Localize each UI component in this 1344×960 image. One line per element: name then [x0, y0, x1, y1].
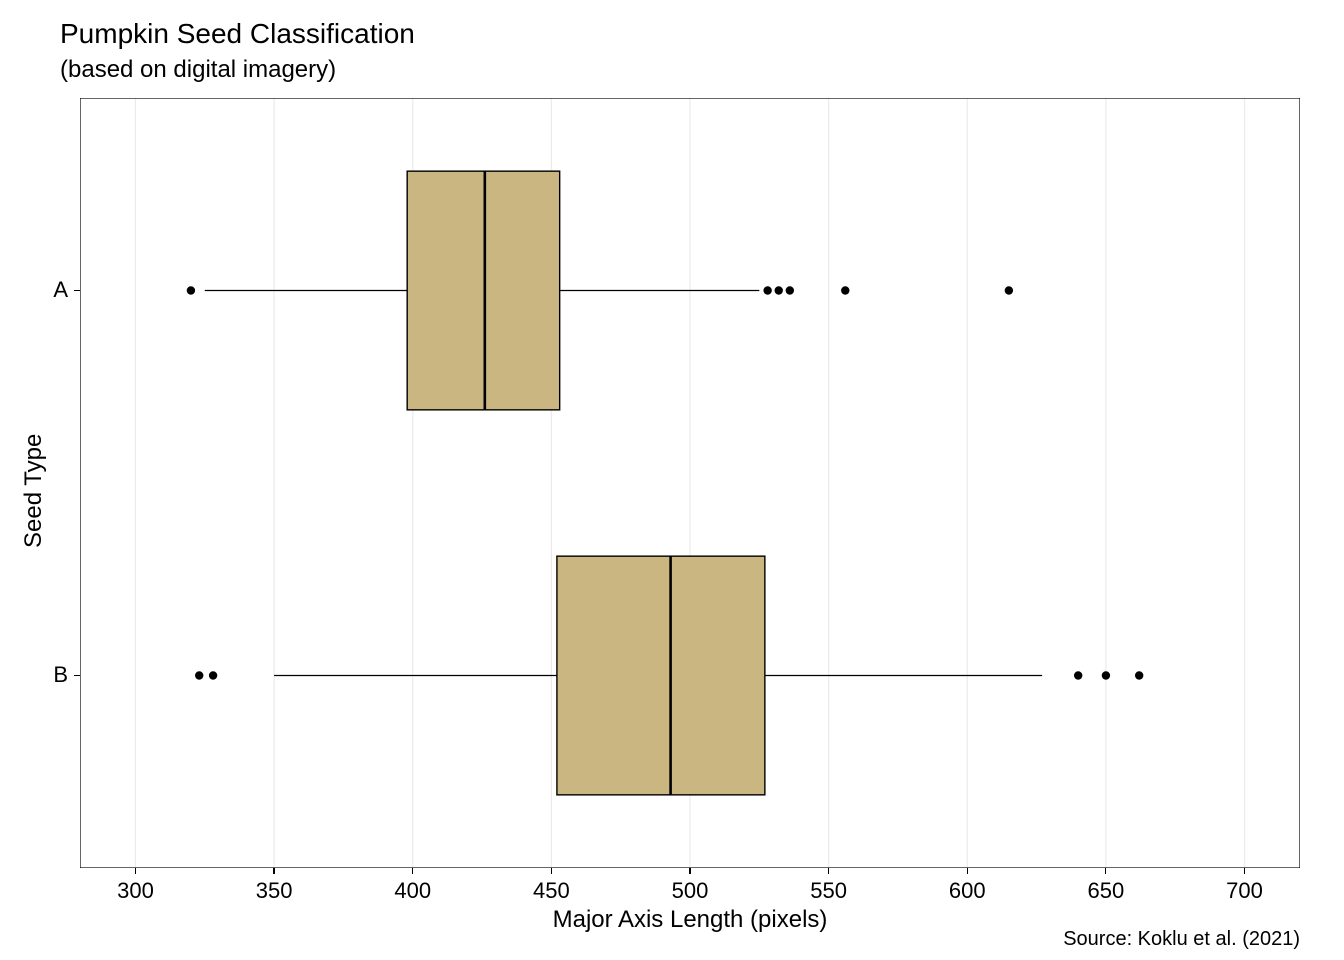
x-tick	[967, 868, 968, 874]
x-tick-label: 350	[249, 878, 299, 904]
box	[407, 171, 560, 410]
y-tick-label: A	[53, 277, 68, 303]
x-tick	[412, 868, 413, 874]
x-tick-label: 300	[110, 878, 160, 904]
x-tick-label: 700	[1220, 878, 1270, 904]
plot-svg	[80, 98, 1300, 868]
x-tick-label: 500	[665, 878, 715, 904]
x-tick-label: 450	[526, 878, 576, 904]
outlier-point	[187, 286, 195, 294]
outlier-point	[1074, 671, 1082, 679]
outlier-point	[775, 286, 783, 294]
x-tick	[689, 868, 690, 874]
x-tick-label: 550	[804, 878, 854, 904]
box	[557, 556, 765, 795]
outlier-point	[209, 671, 217, 679]
y-tick	[74, 290, 80, 291]
chart-caption: Source: Koklu et al. (2021)	[1063, 928, 1300, 951]
outlier-point	[1135, 671, 1143, 679]
x-tick-label: 400	[388, 878, 438, 904]
y-axis-label: Seed Type	[20, 434, 48, 548]
chart-title: Pumpkin Seed Classification	[60, 18, 415, 50]
outlier-point	[786, 286, 794, 294]
x-tick	[1105, 868, 1106, 874]
x-axis-label: Major Axis Length (pixels)	[490, 906, 890, 934]
x-tick	[551, 868, 552, 874]
chart-subtitle: (based on digital imagery)	[60, 56, 336, 84]
x-tick	[273, 868, 274, 874]
x-tick	[135, 868, 136, 874]
outlier-point	[1102, 671, 1110, 679]
outlier-point	[195, 671, 203, 679]
x-tick-label: 650	[1081, 878, 1131, 904]
outlier-point	[841, 286, 849, 294]
outlier-point	[1005, 286, 1013, 294]
x-tick	[828, 868, 829, 874]
x-tick	[1244, 868, 1245, 874]
x-tick-label: 600	[942, 878, 992, 904]
outlier-point	[763, 286, 771, 294]
y-tick	[74, 675, 80, 676]
y-tick-label: B	[53, 662, 68, 688]
plot-panel	[80, 98, 1300, 868]
